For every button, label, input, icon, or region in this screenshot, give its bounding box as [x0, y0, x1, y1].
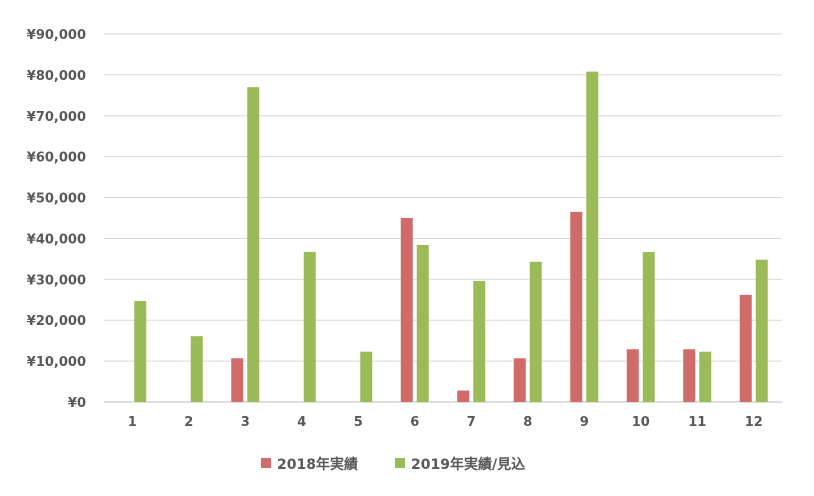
bar-series-2018-month-9 [570, 211, 583, 402]
bar-series-2018-month-12 [739, 294, 752, 402]
bar-series-2019-month-4 [303, 251, 316, 402]
bar-series-2019-month-6 [416, 244, 429, 402]
legend-label: 2018年実績 [277, 456, 358, 473]
y-tick-label: ¥40,000 [27, 232, 86, 247]
bar-series-2018-month-3 [231, 358, 244, 402]
y-tick-label: ¥30,000 [27, 273, 86, 288]
bar-series-2018-month-7 [457, 390, 470, 402]
bar-series-2018-month-11 [683, 349, 696, 402]
y-tick-label: ¥0 [68, 396, 86, 411]
x-tick-label: 12 [745, 415, 763, 430]
legend-label: 2019年実績/見込 [411, 456, 525, 473]
y-tick-label: ¥50,000 [27, 192, 86, 207]
y-tick-label: ¥80,000 [27, 69, 86, 84]
y-tick-label: ¥70,000 [27, 110, 86, 125]
x-tick-label: 1 [128, 415, 137, 430]
bar-series-2019-month-5 [360, 351, 373, 402]
y-tick-label: ¥60,000 [27, 151, 86, 166]
x-tick-label: 6 [410, 415, 419, 430]
x-tick-label: 7 [467, 415, 476, 430]
legend-swatch-series-2018 [261, 458, 271, 468]
y-tick-label: ¥10,000 [27, 355, 86, 370]
x-tick-label: 5 [354, 415, 363, 430]
x-tick-label: 11 [688, 415, 706, 430]
bar-series-2019-month-11 [699, 351, 712, 402]
bar-series-2019-month-1 [134, 301, 147, 402]
bar-series-2018-month-6 [400, 218, 413, 402]
x-tick-label: 3 [241, 415, 250, 430]
bar-series-2018-month-10 [626, 349, 639, 402]
legend-swatch-series-2019 [395, 458, 405, 468]
bar-series-2019-month-12 [755, 259, 768, 402]
bar-series-2019-month-3 [247, 87, 260, 403]
bar-series-2019-month-2 [190, 336, 203, 402]
bar-series-2019-month-8 [529, 261, 542, 402]
x-tick-label: 4 [297, 415, 306, 430]
y-tick-label: ¥90,000 [27, 28, 86, 43]
bar-series-2019-month-9 [586, 71, 599, 403]
bar-series-2019-month-10 [642, 251, 655, 402]
y-tick-label: ¥20,000 [27, 314, 86, 329]
x-tick-label: 8 [523, 415, 532, 430]
x-tick-label: 9 [580, 415, 589, 430]
x-tick-label: 2 [184, 415, 193, 430]
bar-series-2019-month-7 [473, 280, 486, 402]
x-tick-label: 10 [632, 415, 650, 430]
bar-series-2018-month-8 [513, 358, 526, 402]
